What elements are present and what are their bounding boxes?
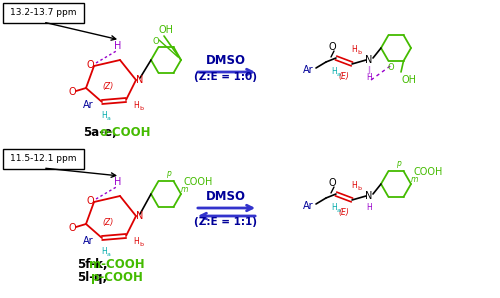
Text: b: b [139, 241, 143, 246]
Text: 5l-q,: 5l-q, [77, 271, 107, 285]
Text: 5a-e,: 5a-e, [83, 125, 117, 139]
Text: (Z:E = 1:0): (Z:E = 1:0) [194, 72, 258, 82]
Text: a: a [107, 116, 111, 120]
Text: O: O [86, 196, 94, 206]
Text: H: H [351, 46, 357, 55]
Text: p: p [166, 170, 170, 179]
Text: O: O [68, 87, 76, 97]
Text: N: N [136, 211, 143, 221]
Text: OH: OH [402, 75, 416, 85]
Text: H: H [114, 177, 121, 187]
Text: p: p [396, 159, 400, 168]
Text: H: H [133, 237, 139, 246]
Text: a: a [337, 72, 341, 77]
Text: N: N [366, 191, 372, 201]
Text: Ar: Ar [82, 236, 94, 246]
Text: (E): (E) [338, 207, 349, 217]
Text: H: H [114, 41, 121, 51]
Text: b: b [139, 105, 143, 111]
Text: COOH: COOH [184, 177, 212, 187]
Text: O: O [328, 42, 336, 52]
Text: O: O [86, 60, 94, 70]
Text: Ar: Ar [82, 100, 94, 110]
Text: H: H [366, 204, 372, 212]
Text: DMSO: DMSO [206, 54, 246, 66]
Text: O: O [68, 223, 76, 233]
Text: DMSO: DMSO [206, 190, 246, 204]
Text: H: H [331, 68, 337, 77]
Text: m-COOH: m-COOH [89, 258, 145, 271]
Text: 13.2-13.7 ppm: 13.2-13.7 ppm [10, 8, 76, 17]
Text: COOH: COOH [414, 167, 442, 177]
Text: m: m [410, 175, 418, 184]
Text: O: O [152, 38, 160, 46]
Text: H: H [133, 100, 139, 109]
Text: O: O [388, 63, 394, 72]
Text: o-COOH: o-COOH [99, 125, 151, 139]
Text: H: H [331, 204, 337, 212]
FancyBboxPatch shape [2, 2, 84, 23]
Text: Ar: Ar [302, 201, 314, 211]
Text: b: b [357, 50, 361, 55]
Text: (Z): (Z) [102, 218, 114, 226]
Text: N: N [136, 75, 143, 85]
Text: 5f-k,: 5f-k, [77, 258, 107, 271]
Text: p-COOH: p-COOH [91, 271, 143, 285]
Text: m: m [180, 184, 188, 193]
Text: (E): (E) [338, 72, 349, 80]
Text: a: a [107, 252, 111, 257]
Text: Ar: Ar [302, 65, 314, 75]
Text: a: a [337, 209, 341, 213]
Text: H: H [101, 246, 107, 255]
Text: N: N [366, 55, 372, 65]
Text: O: O [328, 178, 336, 188]
Text: 11.5-12.1 ppm: 11.5-12.1 ppm [10, 154, 76, 163]
Text: OH: OH [158, 25, 174, 35]
Text: b: b [357, 187, 361, 192]
FancyBboxPatch shape [2, 148, 84, 168]
Text: H: H [101, 111, 107, 119]
Text: (Z:E = 1:1): (Z:E = 1:1) [194, 217, 258, 227]
Text: H: H [366, 74, 372, 83]
Text: H: H [351, 181, 357, 190]
Text: (Z): (Z) [102, 81, 114, 91]
